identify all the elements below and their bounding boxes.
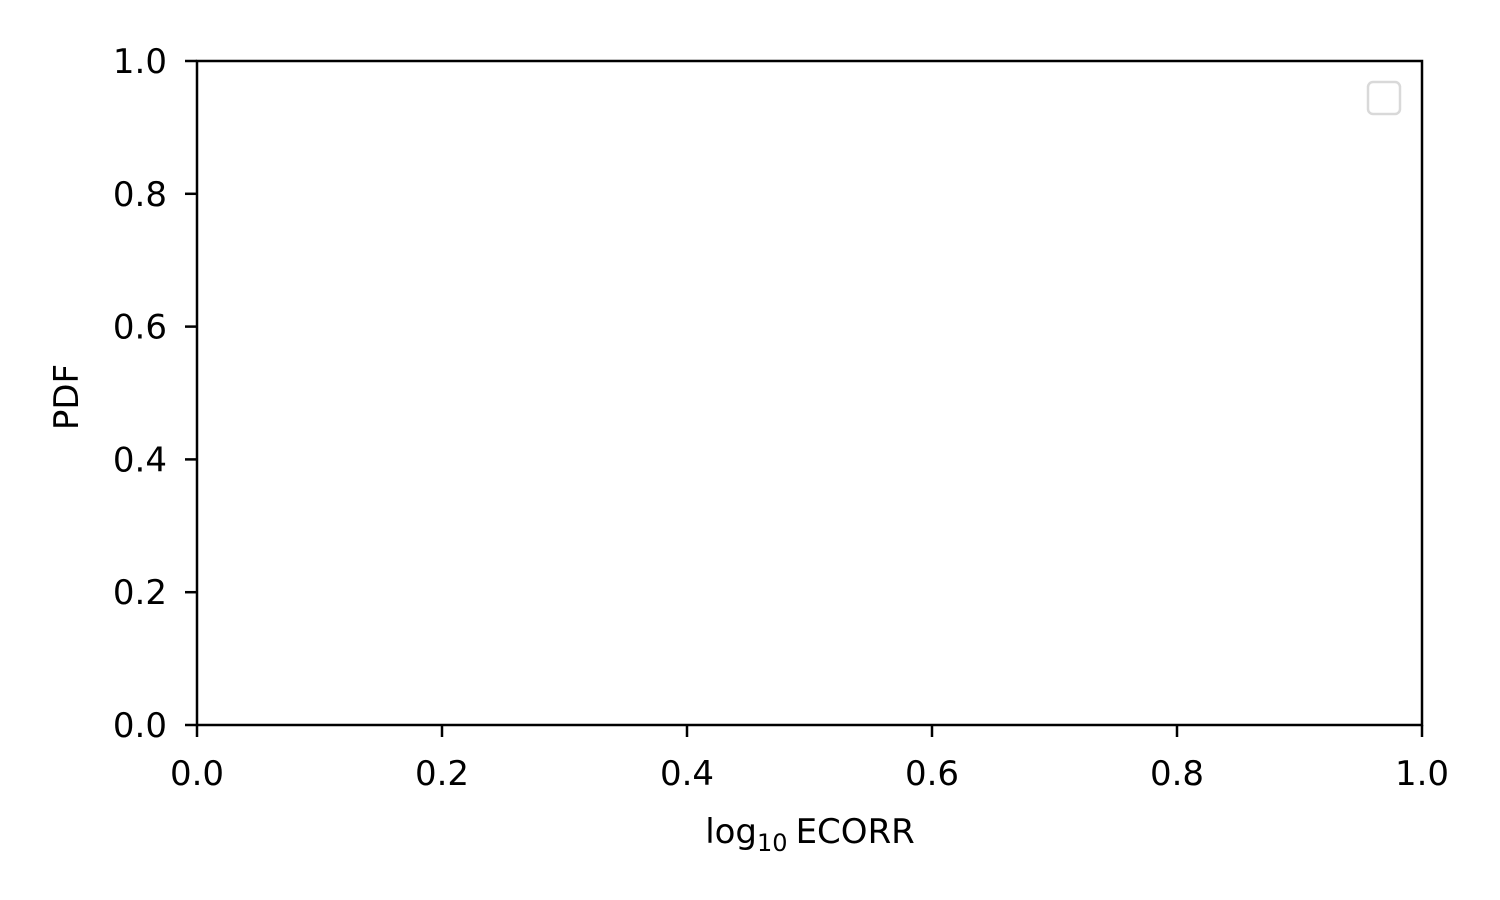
y-axis-ticks: 0.0 0.2 0.4 0.6 0.8 1.0 bbox=[113, 42, 197, 746]
x-tick-label: 0.8 bbox=[1150, 754, 1204, 794]
y-tick-label: 0.4 bbox=[113, 440, 167, 480]
y-tick-label: 0.2 bbox=[113, 573, 167, 613]
x-tick-label: 0.0 bbox=[170, 754, 224, 794]
x-tick-label: 1.0 bbox=[1395, 754, 1449, 794]
x-axis-label-subscript: 10 bbox=[757, 829, 788, 857]
plot-area-frame bbox=[195, 59, 1424, 727]
x-tick-label: 0.6 bbox=[905, 754, 959, 794]
legend bbox=[1366, 80, 1402, 116]
x-tick-label: 0.2 bbox=[415, 754, 469, 794]
x-axis-label-rest: ECORR bbox=[796, 812, 915, 852]
y-tick-label: 0.8 bbox=[113, 175, 167, 215]
y-tick-label: 1.0 bbox=[113, 42, 167, 82]
x-axis-label: log10 ECORR bbox=[705, 812, 915, 857]
x-axis-ticks: 0.0 0.2 0.4 0.6 0.8 1.0 bbox=[170, 725, 1449, 794]
y-axis-label: PDF bbox=[47, 364, 87, 430]
x-axis-label-base: log bbox=[705, 812, 757, 852]
legend-box bbox=[1366, 80, 1402, 116]
y-tick-label: 0.0 bbox=[113, 706, 167, 746]
y-tick-label: 0.6 bbox=[113, 308, 167, 348]
x-tick-label: 0.4 bbox=[660, 754, 714, 794]
